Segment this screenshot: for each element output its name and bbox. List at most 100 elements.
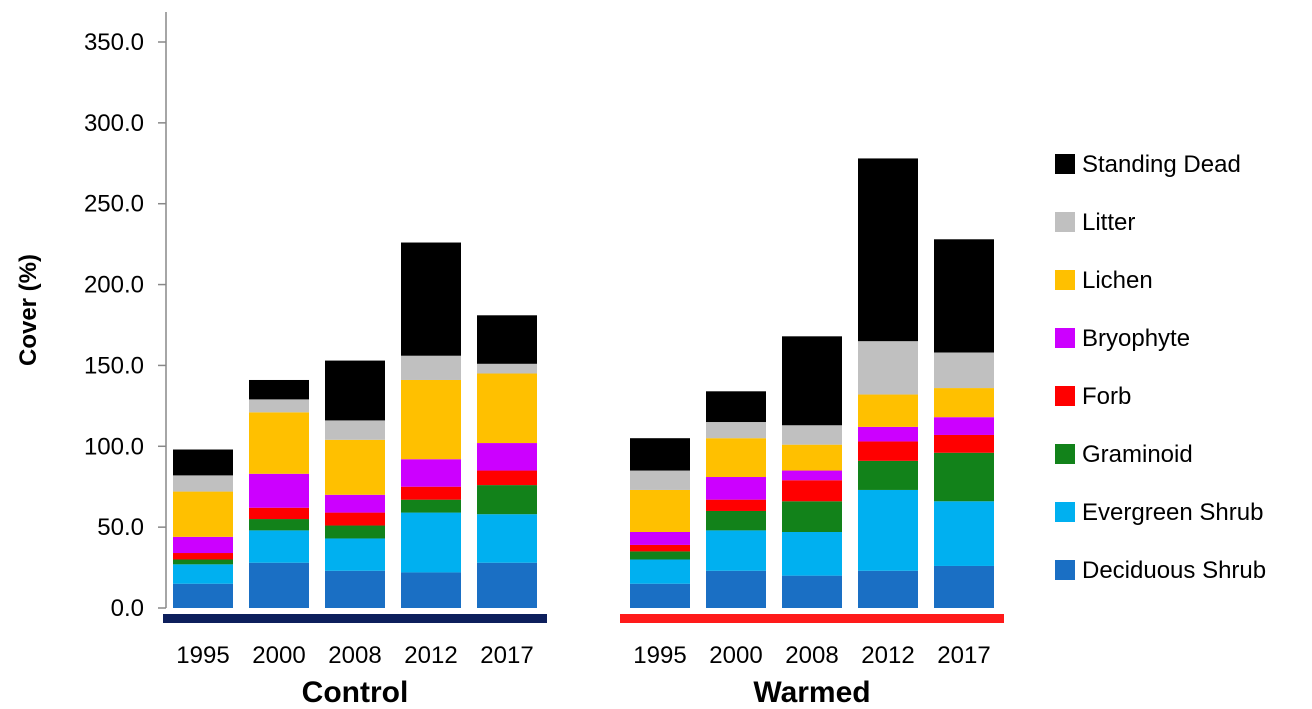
x-tick-label: 2012: [404, 642, 457, 669]
legend-swatch: [1055, 212, 1075, 232]
legend-swatch: [1055, 386, 1075, 406]
bar-segment: [325, 512, 385, 526]
y-tick-label: 150.0: [84, 352, 144, 379]
bar-segment: [858, 441, 918, 461]
bar-segment: [249, 562, 309, 608]
bar-segment: [325, 439, 385, 495]
bar-segment: [706, 499, 766, 511]
bar-segment: [858, 489, 918, 571]
bar-segment: [706, 438, 766, 478]
bar-segment: [858, 341, 918, 395]
bar-segment: [934, 434, 994, 453]
x-tick-label: 2008: [785, 642, 838, 669]
legend-swatch: [1055, 560, 1075, 580]
bar-segment: [325, 570, 385, 608]
bar-segment: [782, 425, 842, 445]
bar-segment: [401, 512, 461, 573]
bar-segment: [477, 485, 537, 515]
bar-segment: [325, 538, 385, 571]
bar-segment: [173, 559, 233, 565]
bar-segment: [630, 531, 690, 545]
group-labels: Control Warmed: [302, 676, 871, 709]
bar-segment: [706, 391, 766, 423]
bar-segment: [401, 379, 461, 460]
bar-segment: [477, 373, 537, 444]
bar-segment: [249, 473, 309, 508]
legend-label: Bryophyte: [1082, 325, 1190, 352]
bar-segment: [173, 583, 233, 608]
bar-segment: [630, 559, 690, 584]
bar-segment: [249, 530, 309, 563]
x-tick-label: 2012: [861, 642, 914, 669]
bar-segment: [858, 158, 918, 342]
y-tick-label: 300.0: [84, 110, 144, 137]
y-axis-ticks: 0.0 50.0 100.0 150.0 200.0 250.0 300.0 350.0: [84, 29, 166, 622]
bar-segment: [934, 452, 994, 502]
bar-segment: [858, 394, 918, 427]
bar-segment: [325, 525, 385, 539]
x-axis-ticks: 1995 2000 2008 2012 2017 1995 2000 2008 2012 2017: [176, 642, 990, 669]
bar-segment: [477, 514, 537, 563]
group-label: Control: [302, 676, 409, 709]
group-label: Warmed: [753, 676, 870, 709]
bar-segment: [706, 477, 766, 500]
bar-segment: [325, 360, 385, 421]
group-bar: [620, 614, 1004, 623]
bar-segment: [630, 544, 690, 552]
bar-segment: [401, 355, 461, 380]
y-tick-label: 250.0: [84, 191, 144, 218]
bar-segment: [401, 499, 461, 513]
bars: [173, 158, 994, 608]
bar-segment: [934, 388, 994, 418]
legend-label: Graminoid: [1082, 441, 1193, 468]
y-axis-title: Cover (%): [15, 254, 42, 366]
bar-segment: [934, 239, 994, 353]
bar-segment: [325, 494, 385, 513]
legend-label: Deciduous Shrub: [1082, 557, 1266, 584]
bar-segment: [630, 551, 690, 560]
bar-segment: [782, 575, 842, 608]
legend-swatch: [1055, 328, 1075, 348]
bar-segment: [782, 501, 842, 532]
bar-segment: [173, 564, 233, 584]
bar-segment: [858, 426, 918, 442]
y-tick-label: 350.0: [84, 29, 144, 56]
y-tick-label: 100.0: [84, 433, 144, 460]
bar-segment: [325, 420, 385, 440]
bar-segment: [173, 475, 233, 492]
bar-segment: [934, 417, 994, 435]
legend-label: Evergreen Shrub: [1082, 499, 1263, 526]
bar-segment: [706, 570, 766, 608]
bar-segment: [706, 510, 766, 531]
bar-segment: [934, 352, 994, 389]
bar-segment: [706, 422, 766, 439]
bar-segment: [630, 438, 690, 471]
x-tick-label: 1995: [633, 642, 686, 669]
x-tick-label: 1995: [176, 642, 229, 669]
legend: Standing Dead Litter Lichen Bryophyte Forb Gr…: [1055, 151, 1266, 584]
bar-segment: [249, 507, 309, 520]
bar-segment: [249, 399, 309, 413]
bar-segment: [858, 570, 918, 608]
bar-segment: [249, 412, 309, 474]
bar-segment: [477, 363, 537, 374]
bar-segment: [782, 531, 842, 576]
bar-segment: [782, 444, 842, 471]
group-bar: [163, 614, 547, 623]
bar-segment: [477, 315, 537, 364]
bar-segment: [858, 460, 918, 490]
bar-segment: [477, 470, 537, 486]
bar-segment: [401, 242, 461, 356]
bar-segment: [782, 470, 842, 481]
bar-segment: [173, 536, 233, 554]
bar-segment: [173, 491, 233, 537]
legend-swatch: [1055, 270, 1075, 290]
x-tick-label: 2017: [937, 642, 990, 669]
bar-segment: [630, 489, 690, 532]
x-tick-label: 2000: [252, 642, 305, 669]
bar-segment: [630, 470, 690, 490]
legend-label: Standing Dead: [1082, 151, 1241, 178]
bar-segment: [249, 379, 309, 400]
bar-segment: [477, 443, 537, 471]
